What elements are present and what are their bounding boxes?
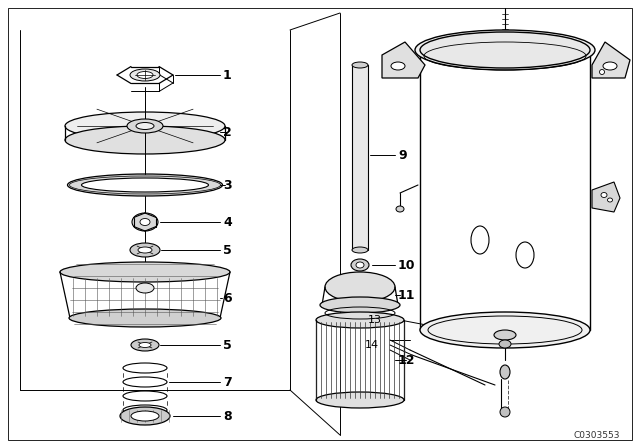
Ellipse shape [131,411,159,421]
Text: 13: 13 [368,315,382,325]
Bar [352,65,368,250]
Text: 12: 12 [398,353,415,366]
Ellipse shape [60,262,230,282]
Ellipse shape [316,392,404,408]
Ellipse shape [516,242,534,268]
Text: C0303553: C0303553 [573,431,620,440]
Ellipse shape [138,247,152,253]
Ellipse shape [81,178,209,192]
Polygon shape [592,42,630,78]
Ellipse shape [137,72,153,78]
Ellipse shape [132,213,158,231]
Ellipse shape [325,272,395,302]
Text: 1: 1 [223,69,232,82]
Polygon shape [592,182,620,212]
Ellipse shape [139,343,151,348]
Ellipse shape [420,32,590,68]
Ellipse shape [130,243,160,257]
Ellipse shape [320,297,400,313]
Text: 7: 7 [223,375,232,388]
Ellipse shape [500,407,510,417]
Ellipse shape [471,226,489,254]
Text: 5: 5 [223,339,232,352]
Ellipse shape [130,69,160,81]
Ellipse shape [391,62,405,70]
Ellipse shape [499,340,511,348]
Ellipse shape [607,198,612,202]
Polygon shape [382,42,425,78]
Text: 5: 5 [223,244,232,257]
Ellipse shape [131,339,159,351]
Ellipse shape [396,206,404,212]
Text: 2: 2 [223,125,232,138]
Ellipse shape [601,193,607,198]
Text: 14: 14 [365,340,379,350]
Ellipse shape [500,365,510,379]
Text: 4: 4 [223,215,232,228]
Ellipse shape [136,122,154,129]
Ellipse shape [140,219,150,225]
Ellipse shape [420,312,590,348]
Ellipse shape [69,309,221,327]
Text: 6: 6 [223,292,232,305]
Ellipse shape [316,312,404,328]
Ellipse shape [127,119,163,133]
Text: 9: 9 [398,148,406,161]
Ellipse shape [120,407,170,425]
Text: 10: 10 [398,258,415,271]
Ellipse shape [603,62,617,70]
Text: 11: 11 [398,289,415,302]
Ellipse shape [351,259,369,271]
Ellipse shape [67,174,223,196]
Ellipse shape [600,69,605,74]
Ellipse shape [352,247,368,253]
Text: 3: 3 [223,178,232,191]
Ellipse shape [65,126,225,154]
Ellipse shape [415,30,595,70]
Ellipse shape [352,62,368,68]
Text: 8: 8 [223,409,232,422]
Ellipse shape [356,262,364,268]
Ellipse shape [136,283,154,293]
Ellipse shape [494,330,516,340]
Ellipse shape [65,112,225,140]
